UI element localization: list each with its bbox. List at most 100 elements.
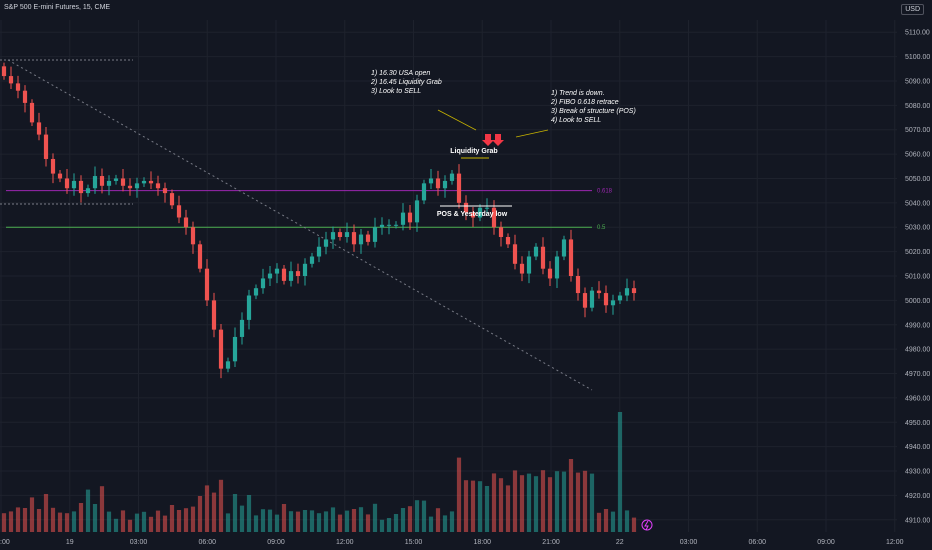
candle [379,224,385,228]
candle [421,183,427,201]
candle [330,232,336,240]
candle [372,227,378,242]
candle [71,180,77,189]
volume-bar [568,459,574,532]
volume-bar [22,508,28,532]
candle [267,273,273,279]
volume-bar [64,513,70,532]
volume-bar [127,519,133,532]
volume-bar [120,510,126,532]
volume-bar [274,514,280,532]
time-tick-label: 12:00 [336,539,354,546]
candle [232,336,238,362]
time-tick-label: 21:00 [542,539,560,546]
price-tick-label: 4980.00 [905,347,930,354]
candle [176,205,182,218]
candle [22,90,28,103]
volume-bar [470,480,476,532]
time-tick-label: 15:00 [405,539,423,546]
volume-bar [540,470,546,532]
candle [43,134,49,159]
time-tick-label: 21:00 [0,539,10,546]
candle [78,180,84,194]
candle [29,102,35,123]
candle [442,180,448,189]
annotations: 1) 16.30 USA open 2) 16.45 Liquidity Grab… [370,70,653,531]
volume-bar [162,515,168,532]
volume-bar [239,505,245,532]
candle [337,232,343,237]
price-tick-label: 4950.00 [905,420,930,427]
candle [533,246,539,257]
volume-bar [106,511,112,532]
price-tick-label: 4970.00 [905,371,930,378]
volume-bar [113,518,119,532]
candle [162,188,168,194]
volume-bar [43,494,49,532]
candle [120,178,126,186]
candle [449,173,455,181]
volume-bar [218,479,224,532]
price-tick-label: 4930.00 [905,469,930,476]
volume-bar [197,496,203,532]
sell-arrow-icon [482,134,494,146]
lightning-icon [641,519,653,531]
candle [561,239,567,257]
candle [197,244,203,269]
volume-bar [386,518,392,532]
candle [407,212,413,223]
candle [57,173,63,179]
candle [1,66,7,77]
volume-bar [449,511,455,532]
candle [582,293,588,308]
time-tick-label: 03:00 [680,539,698,546]
candle [113,178,119,181]
candle [435,178,441,189]
volume-bar [596,512,602,532]
price-tick-label: 5100.00 [905,54,930,61]
price-tick-label: 4960.00 [905,395,930,402]
volume-bar [323,511,329,532]
candle [400,212,406,225]
volume-bar [141,511,147,532]
price-tick-label: 5080.00 [905,103,930,110]
candle [239,319,245,337]
volume-bar [358,507,364,532]
candle [463,202,469,213]
fib-levels: 0.618 0.5 [0,59,613,391]
volume-bar [463,480,469,532]
currency-button[interactable]: USD [901,4,924,15]
candle [589,290,595,308]
candles [1,62,637,379]
price-tick-label: 5030.00 [905,225,930,232]
volume-bar [50,507,56,532]
volume-bar [526,473,532,532]
candle [92,176,98,189]
candle [505,236,511,245]
time-tick-label: 09:00 [267,539,285,546]
candle [540,246,546,269]
candle [456,173,462,203]
pos-label: POS & Yesterday low [437,211,508,218]
volume-bar [456,457,462,532]
volume-bar [428,516,434,532]
candle [526,256,532,274]
volume-bar [561,471,567,532]
candle [50,158,56,174]
volume-bar [204,485,210,532]
candle [148,180,154,184]
time-tick-label: 12:00 [886,539,904,546]
volume-bar [575,472,581,532]
candle [302,263,308,276]
candle [617,295,623,301]
candle [498,227,504,237]
volume-bar [344,510,350,532]
volume-bar [484,486,490,532]
candle [204,268,210,301]
volume-bar [281,504,287,532]
price-tick-label: 5050.00 [905,176,930,183]
candle [225,361,231,369]
candle [253,288,259,296]
volume-bar [617,412,623,532]
